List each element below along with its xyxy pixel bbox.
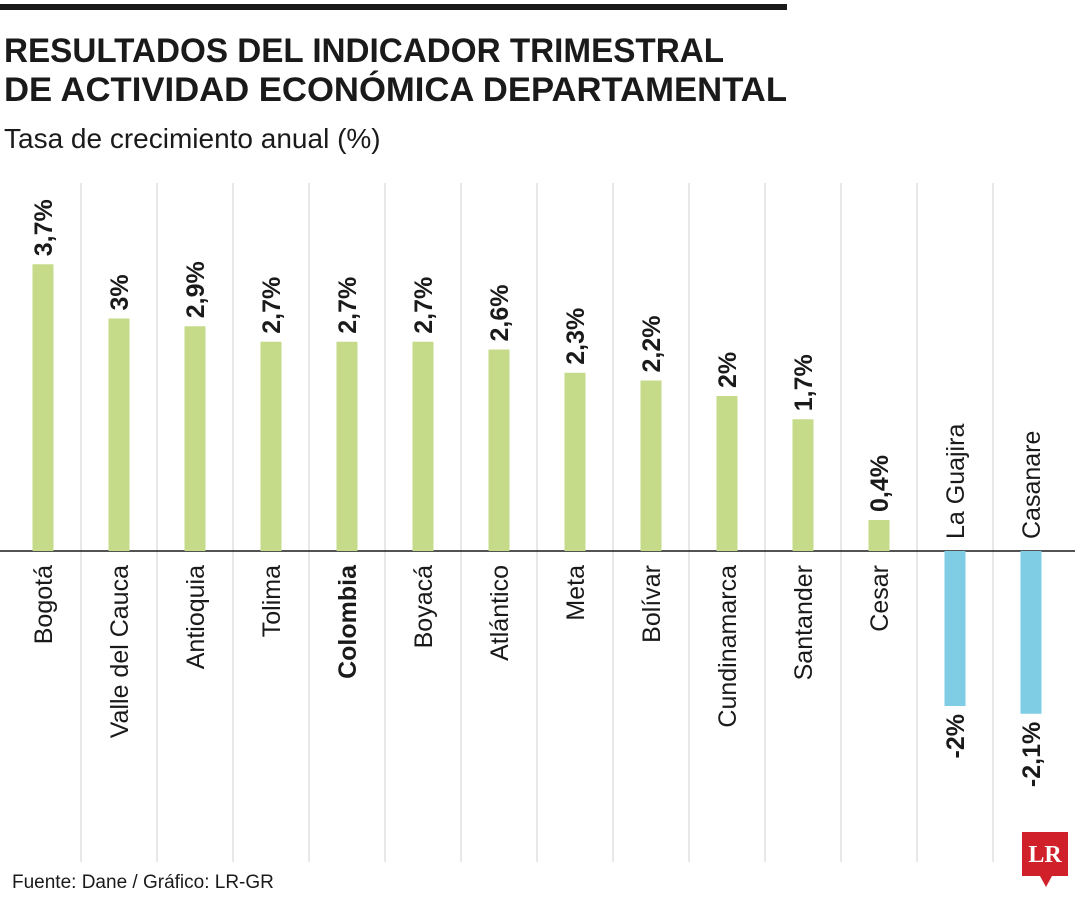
category-label: Antioquia (182, 565, 210, 669)
bar (488, 349, 510, 551)
category-label: Bolívar (638, 565, 666, 643)
bar (32, 264, 54, 551)
chart-title: RESULTADOS DEL INDICADOR TRIMESTRAL (4, 32, 724, 70)
bar (792, 419, 814, 551)
bar (564, 372, 586, 551)
category-label: Meta (562, 565, 590, 621)
bar (260, 341, 282, 551)
bar (640, 380, 662, 551)
chart-title: DE ACTIVIDAD ECONÓMICA DEPARTAMENTAL (4, 71, 787, 109)
value-label: 2,6% (486, 285, 514, 342)
logo-tail (1040, 876, 1052, 887)
bar (1020, 551, 1042, 714)
bar (108, 318, 130, 551)
value-label: 3% (106, 274, 134, 310)
category-label: Bogotá (30, 565, 58, 644)
value-label: 2,7% (258, 277, 286, 334)
category-label: Casanare (1018, 431, 1046, 539)
category-label: Tolima (258, 565, 286, 637)
bar (184, 326, 206, 551)
source: Fuente: Dane / Gráfico: LR-GR (12, 872, 274, 893)
category-label: Boyacá (410, 565, 438, 648)
category-label: Cesar (866, 565, 894, 632)
category-label: Cundinamarca (714, 565, 742, 728)
category-label: Santander (790, 565, 818, 680)
category-label: La Guajira (942, 424, 970, 539)
bar (716, 396, 738, 551)
logo: LR (1022, 832, 1068, 887)
bar (944, 551, 966, 706)
logo-box (1022, 832, 1068, 876)
value-label: 2,2% (638, 316, 666, 373)
value-label: 1,7% (790, 354, 818, 411)
value-label: 2,7% (334, 277, 362, 334)
top-rule (0, 4, 787, 10)
value-label: -2% (942, 714, 970, 758)
value-label: 2% (714, 352, 742, 388)
category-label: Colombia (334, 564, 362, 679)
chart-subtitle: Tasa de crecimiento anual (%) (4, 123, 381, 154)
value-label: 3,7% (30, 199, 58, 256)
bar (336, 341, 358, 551)
logo-text: LR (1028, 842, 1062, 868)
value-label: 2,7% (410, 277, 438, 334)
value-label: 2,9% (182, 261, 210, 318)
category-label: Atlántico (486, 565, 514, 661)
bar (868, 520, 890, 551)
value-label: 0,4% (866, 455, 894, 512)
value-label: -2,1% (1018, 722, 1046, 787)
category-label: Valle del Cauca (106, 565, 134, 738)
value-label: 2,3% (562, 308, 590, 365)
bar (412, 341, 434, 551)
